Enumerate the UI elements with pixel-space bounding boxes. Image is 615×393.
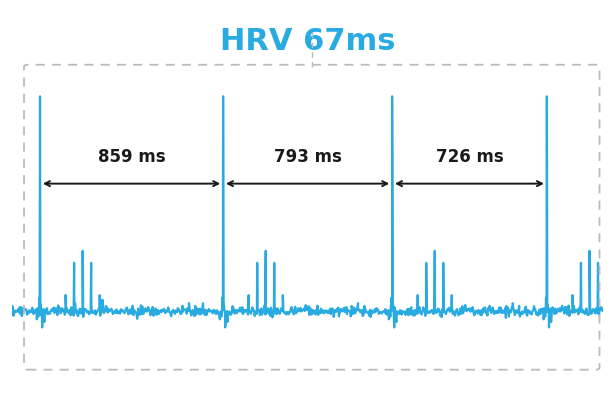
FancyArrowPatch shape [45,181,218,186]
FancyArrowPatch shape [397,181,542,186]
Text: HRV 67ms: HRV 67ms [220,27,395,56]
Text: 726 ms: 726 ms [435,148,503,166]
Text: 793 ms: 793 ms [274,148,341,166]
FancyArrowPatch shape [228,181,387,186]
Text: 859 ms: 859 ms [98,148,165,166]
